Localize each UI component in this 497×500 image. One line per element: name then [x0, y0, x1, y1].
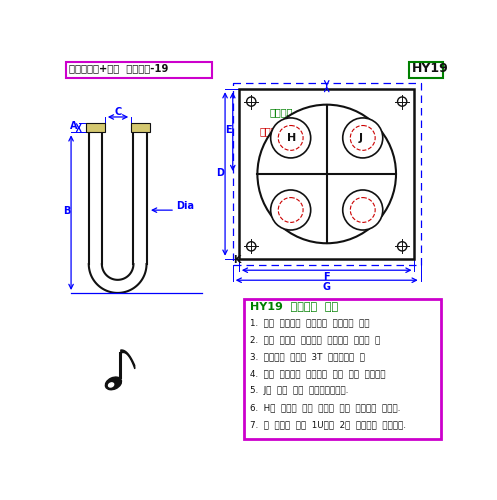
Circle shape [398, 97, 407, 106]
Circle shape [343, 118, 383, 158]
Text: F: F [324, 272, 330, 282]
Text: G: G [323, 282, 331, 292]
Text: A: A [70, 122, 77, 132]
Text: HY19  본제품의  특장: HY19 본제품의 특장 [250, 300, 338, 310]
Text: W: W [374, 189, 385, 199]
Circle shape [247, 242, 256, 251]
Bar [233, 83, 420, 265]
Text: 7.  본  장치는  히터  1U형이  2개  조립되는  형입니다.: 7. 본 장치는 히터 1U형이 2개 조립되는 형입니다. [249, 420, 406, 430]
Text: 히터고정구멍: 히터고정구멍 [260, 126, 295, 136]
Text: H: H [287, 133, 296, 143]
Text: J: J [359, 133, 363, 143]
Text: 6.  H는  바람의  입구  출구가  되는  송풍통로  입니다.: 6. H는 바람의 입구 출구가 되는 송풍통로 입니다. [249, 404, 400, 412]
Bar [239, 90, 414, 258]
Text: 1.  동건  송풍기에  조립하여  열풍기로  사용: 1. 동건 송풍기에 조립하여 열풍기로 사용 [249, 318, 369, 328]
Text: 동건송풍기+히터  열풍히터-19: 동건송풍기+히터 열풍히터-19 [69, 64, 168, 74]
Ellipse shape [108, 383, 114, 387]
Circle shape [271, 118, 311, 158]
Text: B: B [63, 206, 70, 216]
Bar [86, 123, 105, 132]
Circle shape [271, 190, 311, 230]
Text: 2.  히터  보호용  파이프를  조립하면  열풍기  됨: 2. 히터 보호용 파이프를 조립하면 열풍기 됨 [249, 336, 380, 344]
Text: 바람구멍: 바람구멍 [270, 108, 293, 118]
Bar [66, 62, 212, 78]
Ellipse shape [105, 377, 121, 390]
Text: C: C [114, 108, 122, 118]
Text: E: E [225, 125, 232, 135]
Text: D: D [216, 168, 224, 177]
Circle shape [343, 190, 383, 230]
Circle shape [257, 104, 396, 244]
Text: K: K [233, 256, 240, 266]
Bar [131, 123, 150, 132]
Bar [245, 298, 441, 439]
Bar [409, 62, 443, 78]
Text: 4.  히터  파이프의  브라켓은  위의  것에  뚫리면됨: 4. 히터 파이프의 브라켓은 위의 것에 뚫리면됨 [249, 370, 385, 378]
Text: Dia: Dia [176, 202, 194, 211]
Text: 5.  J는  히터  니플  고정구멍입니다.: 5. J는 히터 니플 고정구멍입니다. [249, 386, 348, 396]
Text: 3.  브라켓의  두께도  3T  이상하여도  됨: 3. 브라켓의 두께도 3T 이상하여도 됨 [249, 352, 365, 362]
Circle shape [398, 242, 407, 251]
Circle shape [247, 97, 256, 106]
Text: HY19: HY19 [412, 62, 449, 76]
